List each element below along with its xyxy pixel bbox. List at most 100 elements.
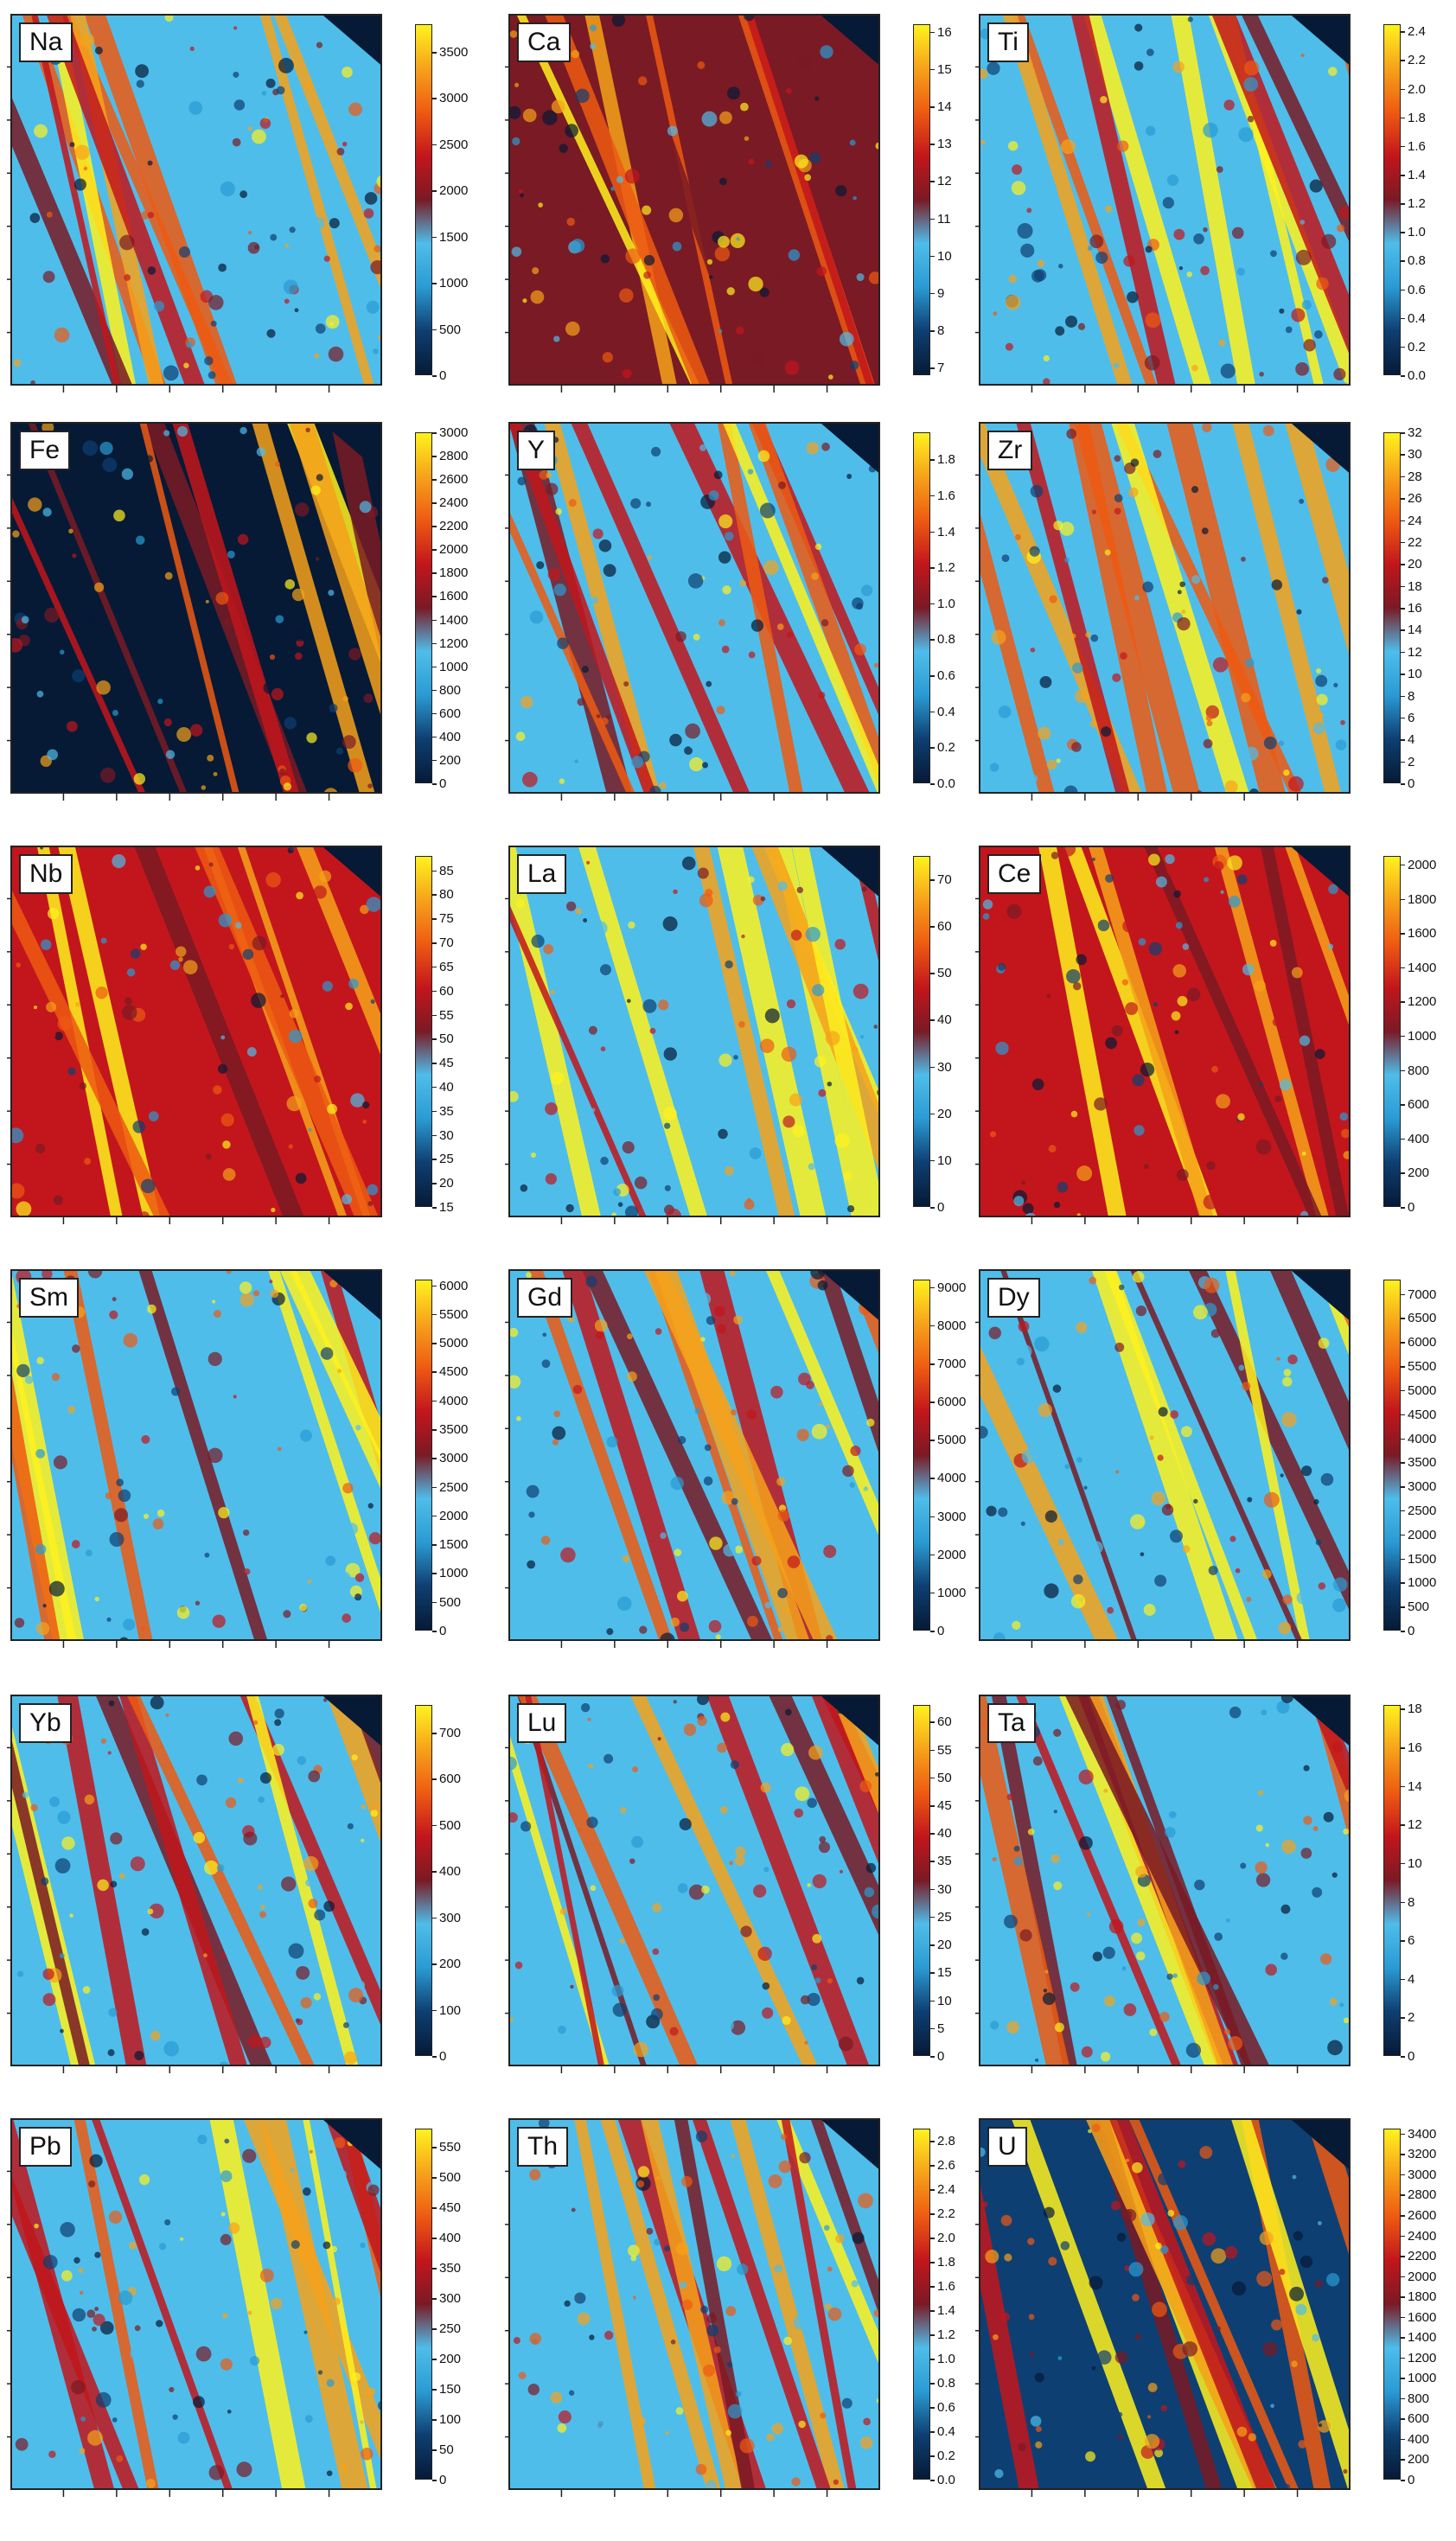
speckle bbox=[839, 1869, 844, 1874]
zoning-streak bbox=[766, 1271, 878, 1535]
speckle bbox=[1194, 1879, 1205, 1891]
speckle bbox=[577, 207, 584, 214]
speckle bbox=[1013, 1845, 1020, 1852]
speckle bbox=[148, 1111, 159, 1122]
speckle bbox=[47, 1030, 56, 1040]
colorbar-tick-mark bbox=[930, 2000, 935, 2002]
colorbar-tick-mark bbox=[1401, 1389, 1405, 1392]
speckle bbox=[575, 88, 590, 103]
speckle bbox=[812, 1933, 822, 1944]
colorbar-tick-mark bbox=[1401, 498, 1405, 500]
speckle bbox=[40, 939, 52, 950]
speckle bbox=[649, 1027, 656, 1034]
speckle bbox=[565, 901, 577, 911]
speckle bbox=[1103, 1788, 1108, 1793]
speckle bbox=[123, 1618, 136, 1631]
speckle bbox=[73, 178, 86, 191]
speckle bbox=[718, 329, 723, 334]
speckle bbox=[786, 999, 796, 1009]
heatmap-la: La bbox=[508, 846, 880, 1217]
speckle bbox=[722, 585, 731, 595]
colorbar-tick-mark bbox=[432, 52, 437, 54]
colorbar-tick-mark bbox=[930, 2189, 935, 2191]
speckle bbox=[1053, 1728, 1062, 1737]
speckle bbox=[1203, 1194, 1218, 1210]
zoning-streak bbox=[48, 16, 136, 384]
speckle bbox=[514, 82, 520, 87]
colorbar-tick-label: 35 bbox=[937, 1854, 952, 1869]
speckle bbox=[1295, 361, 1309, 376]
colorbar-tick-mark bbox=[1401, 476, 1405, 478]
colorbar-tick-label: 1200 bbox=[1408, 2350, 1437, 2365]
colorbar-tick-mark bbox=[432, 2207, 437, 2209]
speckle bbox=[204, 356, 214, 366]
speckle bbox=[48, 1580, 65, 1597]
speckle bbox=[1076, 1213, 1081, 1216]
colorbar-tick-mark bbox=[1401, 629, 1405, 631]
colorbar-tick-mark bbox=[1401, 1901, 1405, 1904]
speckle bbox=[849, 1482, 855, 1488]
speckle bbox=[127, 677, 135, 685]
speckle bbox=[370, 260, 380, 275]
speckle bbox=[685, 723, 700, 739]
speckle bbox=[67, 1406, 75, 1414]
colorbar-tick-label: 6 bbox=[1408, 710, 1415, 725]
colorbar-tick-mark bbox=[1401, 1318, 1405, 1319]
speckle bbox=[228, 1731, 244, 1746]
speckle bbox=[777, 1626, 783, 1632]
zoning-streak bbox=[127, 1696, 315, 2065]
colorbar bbox=[415, 1280, 432, 1631]
speckle bbox=[847, 1205, 855, 1213]
speckle bbox=[670, 1476, 684, 1491]
speckle bbox=[1169, 1529, 1183, 1543]
colorbar-tick-label: 16 bbox=[1408, 601, 1422, 616]
colorbar-tick-label: 2800 bbox=[1408, 2187, 1437, 2203]
speckle bbox=[729, 1861, 733, 1866]
speckle bbox=[1287, 1354, 1298, 1365]
heatmap-texture bbox=[12, 1696, 380, 2065]
panel-y: Y 0.0 0.2 0.4 0.6 0.8 1.0 1.2 1.4 1.6 1.8 bbox=[505, 422, 999, 811]
speckle bbox=[281, 1876, 297, 1892]
colorbar-tick-label: 5500 bbox=[439, 1306, 469, 1322]
speckle bbox=[54, 1031, 63, 1041]
colorbar-tick-label: 0.4 bbox=[937, 2424, 955, 2439]
speckle bbox=[628, 921, 635, 929]
speckle bbox=[1303, 339, 1316, 352]
speckle bbox=[828, 374, 833, 380]
zoning-streak bbox=[1089, 847, 1214, 1216]
colorbar-tick-mark bbox=[930, 2027, 935, 2030]
colorbar-tick-label: 100 bbox=[439, 2002, 462, 2018]
colorbar-tick-mark bbox=[432, 1778, 437, 1780]
speckle bbox=[622, 1140, 635, 1154]
speckle bbox=[118, 1873, 125, 1880]
speckle bbox=[744, 1199, 755, 1210]
speckle bbox=[294, 308, 299, 313]
speckle bbox=[1186, 271, 1193, 278]
speckle bbox=[143, 1513, 150, 1519]
speckle bbox=[346, 1523, 359, 1535]
colorbar-tick-mark bbox=[930, 783, 935, 785]
colorbar-tick-label: 0 bbox=[439, 2049, 447, 2064]
zoning-streak bbox=[769, 1696, 878, 1935]
speckle bbox=[367, 783, 373, 788]
colorbar-tick-label: 1.8 bbox=[937, 2255, 955, 2270]
colorbar-tick-label: 800 bbox=[1408, 1063, 1430, 1078]
speckle bbox=[35, 1143, 46, 1153]
colorbar-tick-mark bbox=[1401, 1293, 1405, 1296]
speckle bbox=[203, 1953, 208, 1958]
colorbar-tick-label: 4000 bbox=[1408, 1431, 1437, 1446]
speckle bbox=[147, 1908, 154, 1915]
colorbar-tick-label: 1.2 bbox=[1408, 196, 1426, 212]
speckle bbox=[805, 926, 821, 942]
speckle bbox=[730, 1271, 736, 1277]
speckle bbox=[119, 1637, 129, 1639]
speckle bbox=[30, 1804, 38, 1811]
speckle bbox=[700, 1337, 706, 1342]
colorbar-tick-label: 55 bbox=[937, 1742, 952, 1758]
speckle bbox=[54, 1858, 71, 1874]
speckle bbox=[342, 695, 348, 702]
speckle bbox=[1089, 234, 1104, 249]
speckle bbox=[1312, 1887, 1323, 1898]
speckle bbox=[733, 1315, 743, 1325]
colorbar-tick-mark bbox=[1401, 1940, 1405, 1942]
